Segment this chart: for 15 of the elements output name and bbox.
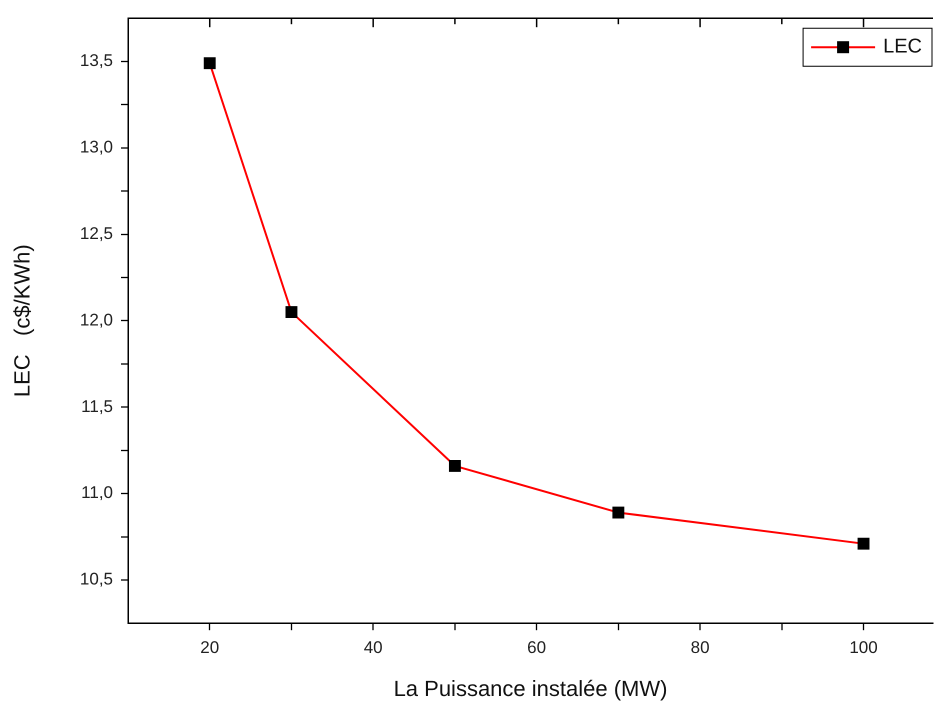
y-tick-label: 12,5 xyxy=(80,224,113,243)
y-axis-title: LEC (c$/KWh) xyxy=(9,244,34,398)
x-tick-label: 40 xyxy=(364,638,383,658)
y-tick-label: 10,5 xyxy=(80,570,113,589)
x-tick-label: 60 xyxy=(527,638,546,658)
y-tick-label: 12,0 xyxy=(80,310,113,330)
x-tick-label: 80 xyxy=(690,638,710,658)
y-tick-label: 11,5 xyxy=(81,396,113,416)
x-tick-label: 100 xyxy=(849,638,878,658)
x-axis-title: La Puissance instalée (MW) xyxy=(394,676,668,701)
y-tick-label: 13,5 xyxy=(80,51,113,70)
y-tick-label: 11,0 xyxy=(81,483,113,502)
y-tick-label: 13,0 xyxy=(80,138,113,157)
x-tick-label: 20 xyxy=(200,638,220,658)
legend-label: LEC xyxy=(883,36,922,58)
